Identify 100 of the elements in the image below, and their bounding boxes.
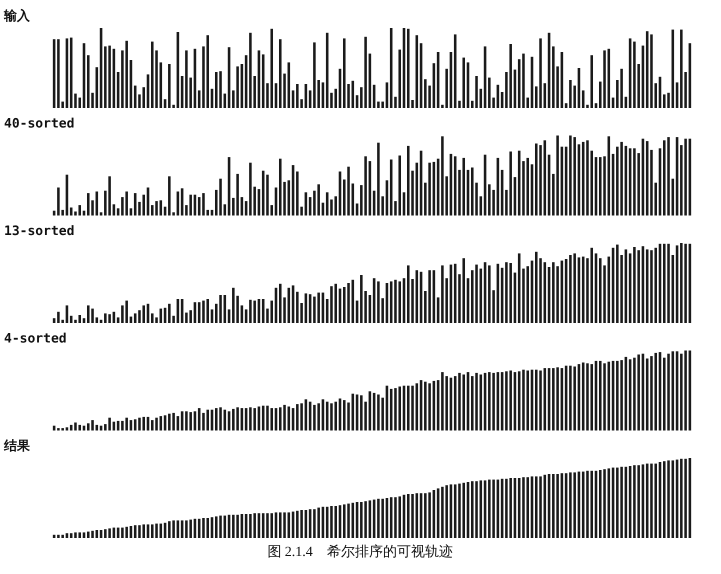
- bar: [406, 494, 410, 538]
- bar: [304, 510, 308, 538]
- bar: [206, 518, 210, 538]
- bar: [526, 477, 530, 538]
- bar: [356, 502, 358, 538]
- bar: [654, 352, 658, 430]
- bar: [330, 506, 333, 538]
- bar: [628, 359, 632, 430]
- bar: [534, 370, 538, 430]
- bar: [322, 506, 324, 538]
- bar: [603, 363, 606, 430]
- bar: [428, 383, 431, 430]
- bar: [416, 35, 418, 108]
- bar: [603, 469, 606, 538]
- chart-title: 13-sorted: [4, 224, 74, 239]
- bar: [624, 249, 628, 323]
- bar: [398, 156, 402, 216]
- bar: [667, 460, 670, 538]
- bar: [450, 154, 452, 216]
- bar: [121, 50, 124, 108]
- bar: [441, 265, 444, 323]
- bar: [180, 411, 184, 430]
- bar: [514, 372, 516, 430]
- bar: [180, 520, 184, 538]
- bar: [616, 80, 619, 108]
- bar: [296, 404, 299, 430]
- bar: [236, 407, 239, 430]
- bar: [432, 380, 436, 430]
- bar: [573, 137, 576, 216]
- bar: [266, 406, 269, 430]
- bar: [86, 193, 90, 216]
- bar: [313, 190, 316, 216]
- bar: [680, 30, 683, 108]
- bar: [219, 295, 222, 323]
- bar: [539, 370, 542, 430]
- bar: [416, 383, 418, 430]
- bar: [539, 476, 542, 538]
- bar: [150, 420, 154, 430]
- bar: [142, 305, 146, 323]
- bar: [420, 380, 422, 430]
- bar: [441, 136, 444, 216]
- bar: [676, 137, 678, 216]
- bar: [594, 470, 598, 538]
- bar: [100, 530, 102, 538]
- bar: [214, 516, 218, 538]
- bar: [411, 494, 414, 538]
- bar: [688, 458, 692, 538]
- bar: [458, 372, 461, 430]
- bar: [364, 501, 367, 538]
- bar: [386, 283, 388, 323]
- bar: [228, 157, 230, 216]
- bar: [394, 388, 397, 430]
- bar: [206, 410, 210, 430]
- bar: [334, 402, 338, 430]
- bar: [398, 281, 402, 323]
- bar: [492, 372, 495, 430]
- bar: [578, 364, 580, 430]
- bar: [78, 424, 82, 430]
- bar: [112, 422, 116, 430]
- bar: [125, 40, 128, 108]
- bar: [52, 426, 56, 430]
- bar: [155, 50, 158, 108]
- bar: [514, 478, 516, 538]
- bar: [249, 514, 252, 538]
- bar: [509, 370, 512, 430]
- bar: [278, 158, 282, 216]
- bar: [155, 524, 158, 538]
- bar: [552, 474, 555, 538]
- bar: [288, 512, 290, 538]
- bar: [121, 305, 124, 323]
- bar: [386, 82, 388, 108]
- bar: [462, 258, 466, 323]
- bar: [125, 300, 128, 323]
- bar: [96, 67, 98, 108]
- bar: [236, 514, 239, 538]
- bar: [108, 418, 111, 430]
- bar: [121, 420, 124, 430]
- bar: [428, 270, 431, 323]
- bar: [176, 32, 180, 108]
- bar: [164, 308, 166, 323]
- bar: [560, 473, 564, 538]
- bar: [317, 80, 320, 108]
- bar: [313, 42, 316, 108]
- bar: [590, 248, 594, 323]
- bar: [450, 378, 452, 430]
- bar: [416, 493, 418, 538]
- bar: [598, 470, 602, 538]
- bar: [672, 460, 674, 538]
- bar: [475, 182, 478, 216]
- bar: [360, 502, 363, 538]
- bar: [505, 371, 508, 430]
- bar: [224, 295, 226, 323]
- bar: [270, 513, 274, 538]
- bar: [91, 420, 94, 430]
- bar: [146, 416, 150, 430]
- bar: [544, 474, 546, 538]
- bar: [424, 493, 427, 538]
- bar: [57, 312, 60, 323]
- bar: [624, 356, 628, 430]
- bar: [338, 505, 342, 538]
